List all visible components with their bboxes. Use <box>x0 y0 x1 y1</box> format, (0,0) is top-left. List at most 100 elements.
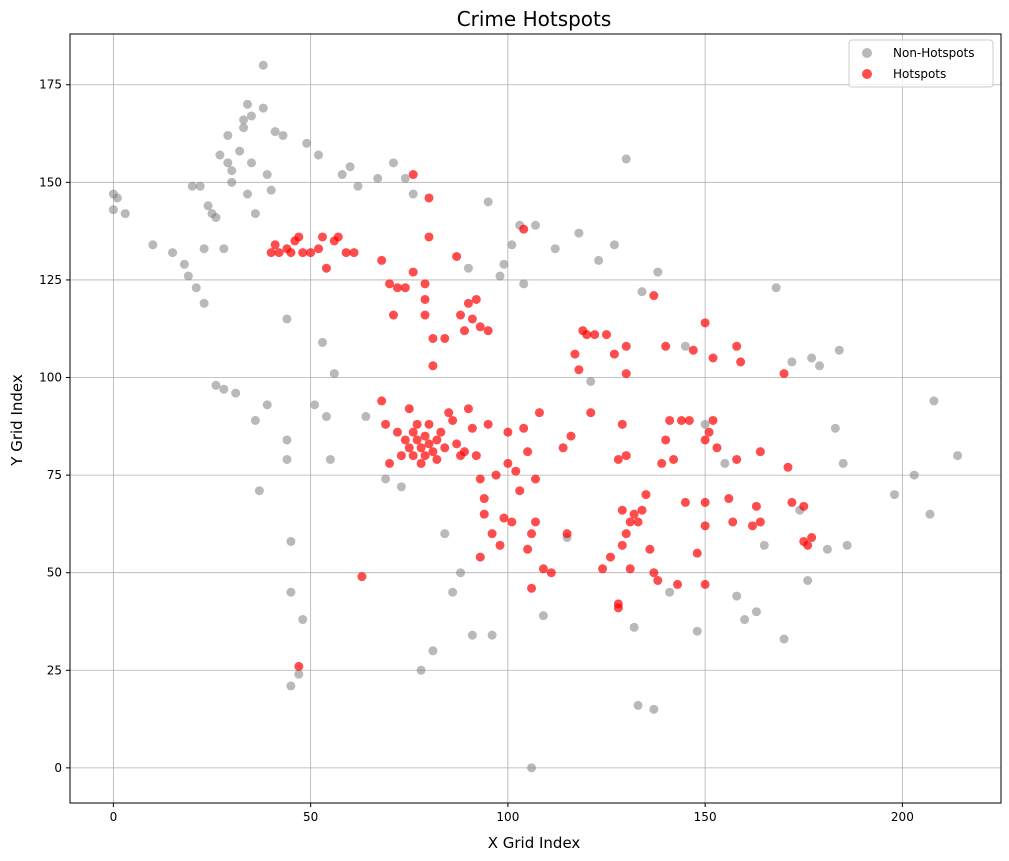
non-hotspot-point <box>314 150 324 160</box>
hotspot-point <box>306 248 316 258</box>
non-hotspot-point <box>381 474 391 484</box>
hotspot-point <box>700 521 710 531</box>
non-hotspot-point <box>219 244 229 254</box>
non-hotspot-point <box>953 451 963 461</box>
hotspot-point <box>708 353 718 363</box>
hotspot-point <box>609 349 619 359</box>
legend: Non-Hotspots Hotspots <box>848 39 994 88</box>
hotspot-point <box>641 490 651 500</box>
hotspot-point <box>396 451 406 461</box>
hotspot-point <box>523 447 533 457</box>
hotspot-point <box>503 427 513 437</box>
hotspot-point <box>448 415 458 425</box>
non-hotspot-point <box>120 209 130 219</box>
non-hotspot-point <box>361 412 371 422</box>
hotspot-point <box>669 454 679 464</box>
non-hotspot-point <box>258 60 268 70</box>
hotspot-point <box>491 470 501 480</box>
hotspot-point <box>747 521 757 531</box>
hotspot-point <box>507 517 517 527</box>
hotspot-point <box>479 509 489 519</box>
non-hotspot-point <box>771 283 781 293</box>
hotspot-point <box>420 431 430 441</box>
hotspot-point <box>270 240 280 250</box>
hotspot-point <box>712 443 722 453</box>
hotspot-point <box>428 333 438 343</box>
non-hotspot-point <box>310 400 320 410</box>
legend-box <box>848 39 994 88</box>
hotspot-point <box>420 279 430 289</box>
non-hotspot-point <box>621 154 631 164</box>
y-tick-label: 100 <box>39 371 62 385</box>
hotspot-point <box>621 341 631 351</box>
hotspot-point <box>676 415 686 425</box>
non-hotspot-point <box>889 490 899 500</box>
hotspot-point <box>420 310 430 320</box>
hotspot-point <box>333 232 343 242</box>
non-hotspot-point <box>270 127 280 137</box>
hotspot-point <box>463 298 473 308</box>
hotspot-point <box>452 252 462 262</box>
legend-label-hotspots: Hotspots <box>893 67 946 81</box>
non-hotspot-point <box>250 209 260 219</box>
y-tick-label: 125 <box>39 273 62 287</box>
hotspot-point <box>732 454 742 464</box>
hotspot-point <box>649 291 659 301</box>
non-hotspot-point <box>286 587 296 597</box>
non-hotspot-point <box>815 361 825 371</box>
hotspot-point <box>534 408 544 418</box>
hotspot-point <box>381 419 391 429</box>
hotspot-point <box>637 505 647 515</box>
hotspot-point <box>755 517 765 527</box>
hotspot-point <box>475 474 485 484</box>
non-hotspot-point <box>440 529 450 539</box>
hotspot-point <box>613 599 623 609</box>
non-hotspot-point <box>803 575 813 585</box>
hotspot-point <box>728 517 738 527</box>
non-hotspot-point <box>243 99 253 109</box>
non-hotspot-point <box>487 630 497 640</box>
hotspot-point <box>570 349 580 359</box>
hotspot-point <box>625 517 635 527</box>
non-hotspot-point <box>266 185 276 195</box>
hotspot-point <box>294 232 304 242</box>
hotspot-point <box>404 404 414 414</box>
hotspot-point <box>424 439 434 449</box>
hotspot-point <box>428 447 438 457</box>
non-hotspot-point <box>787 357 797 367</box>
non-hotspot-point <box>550 244 560 254</box>
y-tick-label: 150 <box>39 175 62 189</box>
non-hotspot-point <box>203 201 213 211</box>
hotspot-point <box>807 533 817 543</box>
non-hotspot-point <box>321 412 331 422</box>
hotspot-point <box>621 529 631 539</box>
hotspot-point <box>736 357 746 367</box>
hotspot-point <box>523 544 533 554</box>
series-non-hotspots <box>108 60 963 773</box>
hotspot-point <box>471 294 481 304</box>
non-hotspot-point <box>586 376 596 386</box>
non-hotspot-point <box>428 646 438 656</box>
series-hotspots <box>266 170 817 671</box>
non-hotspot-point <box>609 240 619 250</box>
hotspot-point <box>803 540 813 550</box>
hotspot-point <box>408 267 418 277</box>
hotspot-point <box>483 326 493 336</box>
hotspot-point <box>799 501 809 511</box>
hotspot-point <box>527 583 537 593</box>
x-tick-label: 50 <box>303 810 318 824</box>
hotspot-point <box>420 294 430 304</box>
hotspot-point <box>467 314 477 324</box>
non-hotspot-point <box>108 205 118 215</box>
hotspot-point <box>621 369 631 379</box>
hotspot-point <box>787 497 797 507</box>
hotspot-point <box>621 451 631 461</box>
non-hotspot-point <box>246 111 256 121</box>
non-hotspot-point <box>239 115 249 125</box>
non-hotspot-point <box>400 173 410 183</box>
x-tick-label: 100 <box>496 810 519 824</box>
hotspot-point <box>298 248 308 258</box>
non-hotspot-point <box>258 103 268 113</box>
hotspot-point <box>475 552 485 562</box>
